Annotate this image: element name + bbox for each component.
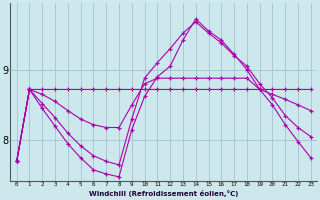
X-axis label: Windchill (Refroidissement éolien,°C): Windchill (Refroidissement éolien,°C) [89,190,238,197]
